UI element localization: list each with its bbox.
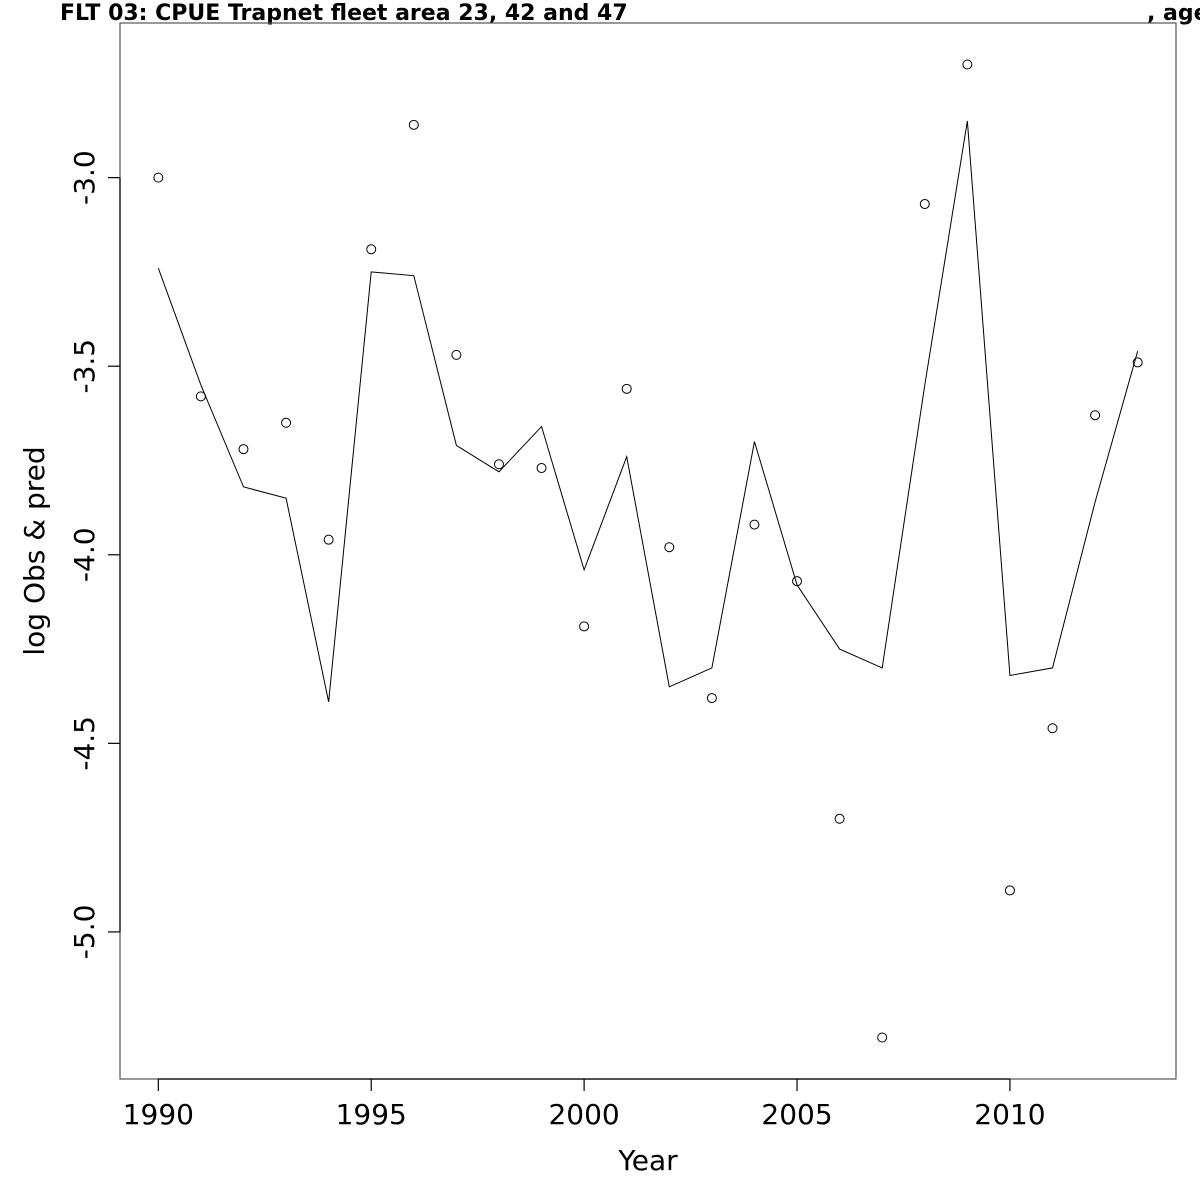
y-tick-label: -4.0 (68, 527, 101, 582)
observed-point (664, 542, 675, 553)
observed-point (281, 417, 292, 428)
y-axis: -3.0 -3.5 -4.0 -4.5 -5.0 (68, 150, 121, 960)
predicted-line (157, 120, 1139, 702)
observed-point (962, 59, 973, 70)
observed-point (706, 693, 717, 704)
y-tick-label: -3.5 (68, 339, 101, 394)
observed-point (1090, 410, 1101, 421)
observed-point (919, 199, 930, 210)
observed-point (323, 534, 334, 545)
series-layer (153, 59, 1143, 1043)
plot-frame (119, 22, 1177, 1080)
observed-point (536, 463, 547, 474)
chart-title: FLT 03: CPUE Trapnet fleet area 23, 42 a… (60, 1, 628, 26)
observed-point (493, 459, 504, 470)
observed-point (1132, 357, 1143, 368)
x-tick-label: 2000 (548, 1098, 619, 1131)
observed-point (238, 444, 249, 455)
observed-point (1004, 885, 1015, 896)
observed-point (579, 621, 590, 632)
x-tick-label: 1990 (123, 1098, 194, 1131)
observed-point (749, 519, 760, 530)
observed-point (408, 119, 419, 130)
observed-point (834, 813, 845, 824)
x-axis: 1990 1995 2000 2005 2010 (123, 1078, 1046, 1131)
observed-point (451, 349, 462, 360)
y-axis-label: log Obs & pred (18, 446, 51, 655)
y-tick-label: -3.0 (68, 150, 101, 205)
observed-point (877, 1032, 888, 1043)
y-tick-label: -4.5 (68, 716, 101, 771)
x-tick-label: 2010 (974, 1098, 1045, 1131)
x-tick-label: 1995 (336, 1098, 407, 1131)
chart-title-right: , age (1147, 1, 1200, 26)
y-tick-label: -5.0 (68, 905, 101, 960)
x-axis-label: Year (617, 1144, 678, 1177)
observed-point (366, 244, 377, 255)
observed-point (621, 383, 632, 394)
observed-point (1047, 723, 1058, 734)
observed-point (153, 172, 164, 183)
x-tick-label: 2005 (761, 1098, 832, 1131)
